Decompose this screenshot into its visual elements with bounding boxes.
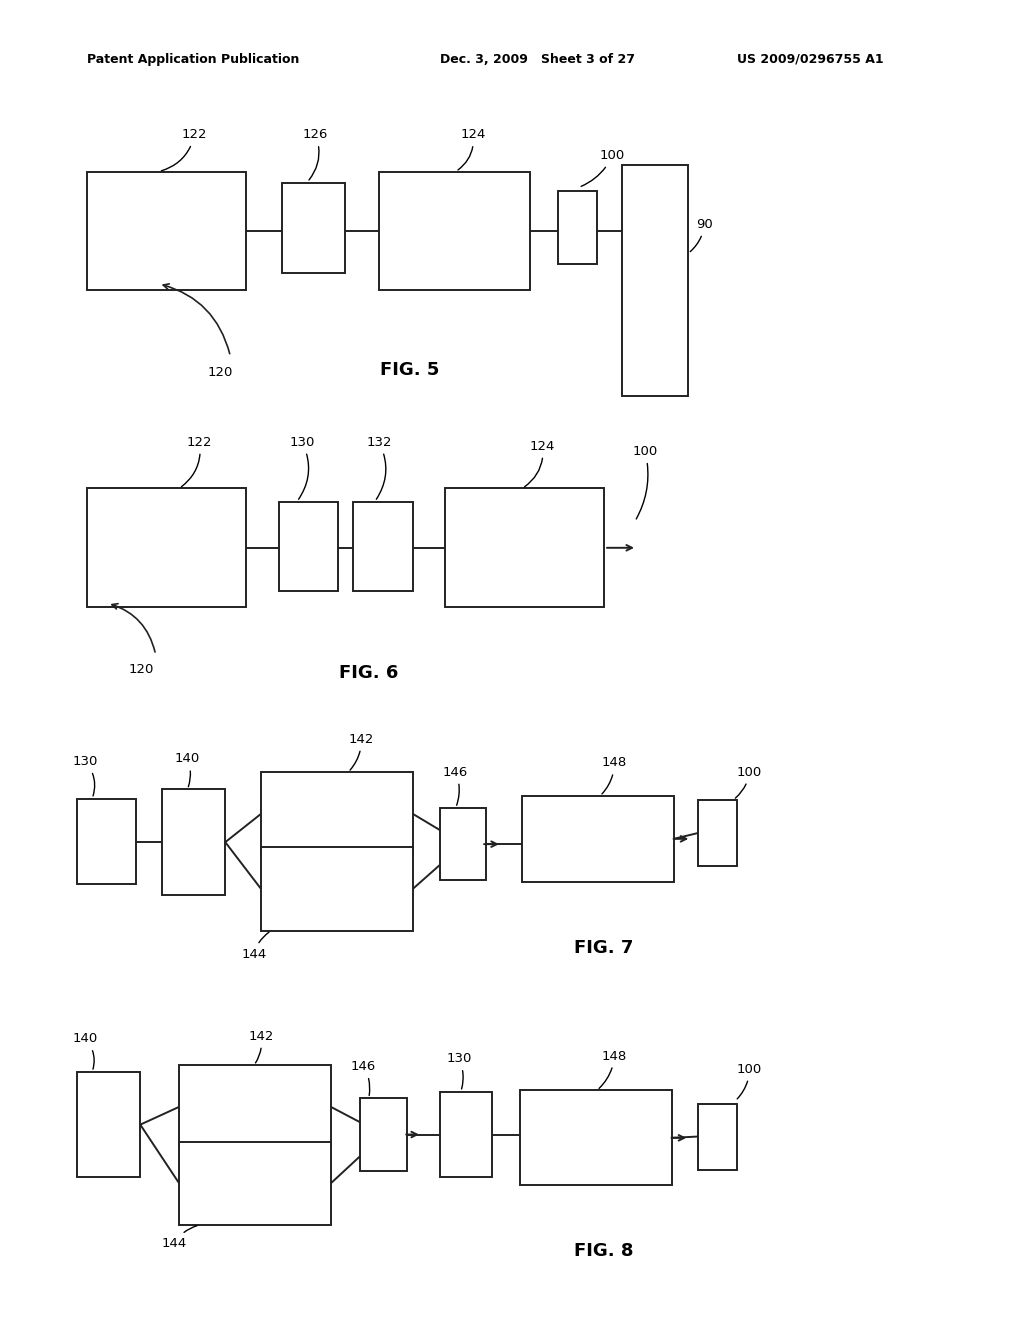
Text: 122: 122: [162, 128, 207, 170]
Text: Dec. 3, 2009   Sheet 3 of 27: Dec. 3, 2009 Sheet 3 of 27: [440, 53, 635, 66]
Text: 142: 142: [349, 733, 374, 770]
Bar: [440, 808, 486, 880]
Text: US 2009/0296755 A1: US 2009/0296755 A1: [737, 53, 884, 66]
Bar: [522, 796, 674, 882]
Bar: [162, 789, 225, 895]
Text: 120: 120: [129, 663, 154, 676]
Text: 100: 100: [582, 149, 625, 186]
Bar: [261, 847, 413, 931]
Text: FIG. 6: FIG. 6: [339, 664, 398, 682]
Bar: [179, 1142, 331, 1225]
Bar: [282, 183, 345, 273]
Text: 100: 100: [737, 1063, 762, 1100]
Text: 146: 146: [443, 766, 468, 805]
Text: FIG. 8: FIG. 8: [574, 1242, 634, 1261]
Bar: [445, 488, 604, 607]
Bar: [622, 165, 688, 396]
Bar: [353, 502, 413, 591]
Text: 120: 120: [208, 366, 232, 379]
Bar: [87, 172, 246, 290]
Text: Patent Application Publication: Patent Application Publication: [87, 53, 299, 66]
Bar: [360, 1098, 407, 1171]
Text: 146: 146: [351, 1060, 376, 1096]
Bar: [520, 1090, 672, 1185]
Text: 140: 140: [73, 1032, 97, 1069]
Text: FIG. 5: FIG. 5: [380, 360, 439, 379]
Text: 130: 130: [73, 755, 97, 796]
Text: 148: 148: [599, 1049, 627, 1089]
Bar: [179, 1065, 331, 1148]
Bar: [440, 1092, 492, 1177]
Bar: [279, 502, 338, 591]
Bar: [698, 1104, 737, 1170]
Bar: [261, 772, 413, 855]
Text: 126: 126: [303, 128, 328, 180]
Bar: [77, 799, 136, 884]
Text: 124: 124: [458, 128, 485, 170]
Text: 130: 130: [290, 436, 314, 499]
Text: 100: 100: [735, 766, 762, 799]
Bar: [698, 800, 737, 866]
Bar: [77, 1072, 140, 1177]
Text: 148: 148: [602, 756, 627, 793]
Text: 144: 144: [242, 932, 269, 961]
Text: FIG. 7: FIG. 7: [574, 939, 634, 957]
Bar: [379, 172, 530, 290]
Text: 124: 124: [524, 440, 555, 487]
Text: 140: 140: [175, 752, 200, 787]
Text: 142: 142: [249, 1030, 273, 1063]
Text: 130: 130: [446, 1052, 471, 1089]
Text: 100: 100: [633, 445, 657, 519]
Bar: [558, 191, 597, 264]
Text: 122: 122: [181, 436, 212, 487]
Text: 90: 90: [690, 218, 713, 252]
Text: 144: 144: [162, 1226, 197, 1250]
Bar: [87, 488, 246, 607]
Text: 132: 132: [367, 436, 391, 499]
